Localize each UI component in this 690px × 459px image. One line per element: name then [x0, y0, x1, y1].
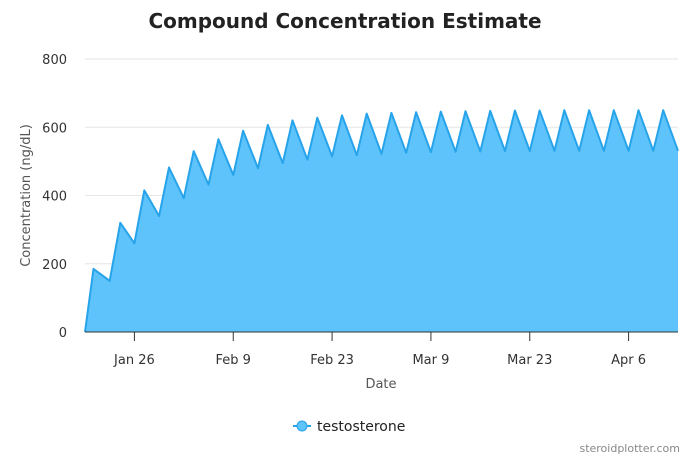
y-tick-label: 600 — [42, 121, 67, 136]
x-tick-label: Feb 23 — [310, 353, 354, 368]
x-axis-title: Date — [365, 377, 396, 392]
legend-item-testosterone[interactable]: testosterone — [293, 419, 405, 435]
y-axis-title: Concentration (ng/dL) — [19, 124, 34, 267]
x-tick-label: Feb 9 — [216, 353, 251, 368]
y-tick-label: 400 — [42, 190, 67, 205]
series-line-testosterone — [84, 109, 679, 333]
x-tick-label: Mar 9 — [412, 353, 449, 368]
y-tick-label: 200 — [42, 258, 67, 273]
chart-title: Compound Concentration Estimate — [148, 9, 541, 33]
credit-link[interactable]: steroidplotter.com — [579, 442, 680, 455]
x-tick-label: Mar 23 — [507, 353, 552, 368]
legend-marker — [296, 420, 308, 432]
y-tick-label: 0 — [59, 326, 67, 341]
series-layer — [84, 109, 679, 333]
x-tick-label: Apr 6 — [611, 353, 646, 368]
legend-label: testosterone — [317, 419, 405, 435]
x-axis-ticks: Jan 26 Feb 9 Feb 23 Mar 9 Mar 23 Apr 6 — [113, 332, 646, 368]
series-area-testosterone — [85, 110, 678, 332]
x-tick-label: Jan 26 — [113, 353, 155, 368]
y-axis-ticks: 0 200 400 600 800 — [42, 53, 67, 341]
y-tick-label: 800 — [42, 53, 67, 68]
